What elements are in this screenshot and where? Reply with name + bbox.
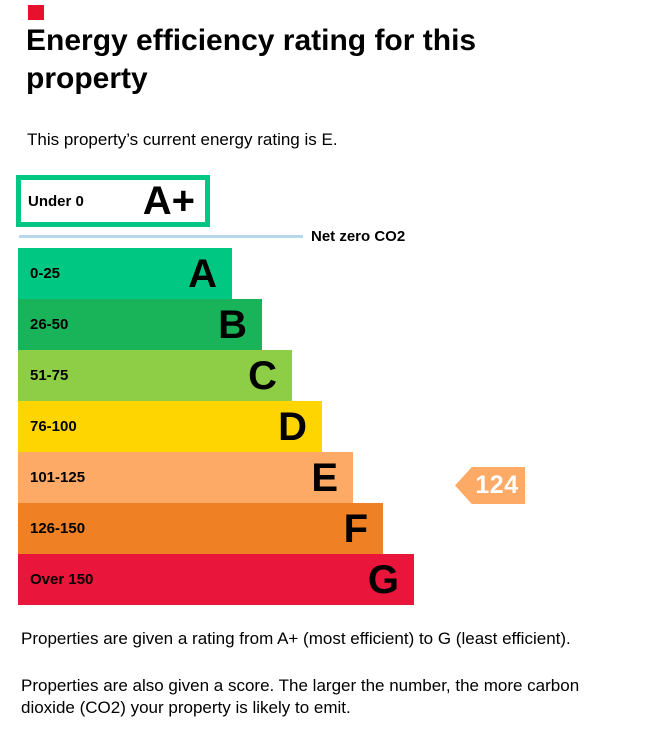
- band-range-label: 26-50: [30, 316, 69, 333]
- current-rating-summary: This property’s current energy rating is…: [27, 130, 338, 149]
- band-row-a-plus: Under 0 A+: [16, 175, 210, 227]
- band-range-label: Over 150: [30, 571, 94, 588]
- band-letter: D: [278, 404, 307, 449]
- band-letter: B: [218, 302, 247, 347]
- net-zero-label: Net zero CO2: [311, 228, 406, 245]
- band-row-f: 126-150 F: [18, 503, 383, 554]
- band-letter: G: [367, 557, 399, 602]
- band-range-label: 51-75: [30, 367, 69, 384]
- band-range-label: 76-100: [30, 418, 77, 435]
- band-row-b: 26-50 B: [18, 299, 262, 350]
- band-letter: F: [343, 506, 368, 551]
- current-score-value: 124: [475, 471, 519, 499]
- band-letter: A: [188, 251, 217, 296]
- red-square-marker: [28, 5, 44, 20]
- net-zero-line: [19, 235, 303, 238]
- band-range-label: 126-150: [30, 520, 86, 537]
- footer-paragraph-rating: Properties are given a rating from A+ (m…: [21, 629, 571, 648]
- band-row-c: 51-75 C: [18, 350, 292, 401]
- epc-chart: Under 0 A+ Net zero CO2 0-25 A 26-50 B 5…: [16, 175, 525, 605]
- band-range-label: 101-125: [30, 469, 86, 486]
- band-letter: E: [311, 455, 338, 500]
- band-row-a: 0-25 A: [18, 248, 232, 299]
- rating-bands: 0-25 A 26-50 B 51-75 C 76-100 D 101-125 …: [18, 248, 414, 605]
- band-range-label: 0-25: [30, 265, 61, 282]
- footer-paragraph-score: Properties are also given a score. The l…: [21, 676, 580, 717]
- band-letter: A+: [142, 179, 195, 223]
- band-range-label: Under 0: [28, 192, 84, 210]
- band-row-g: Over 150 G: [18, 554, 414, 605]
- page-title: Energy efficiency rating for this proper…: [26, 24, 477, 95]
- band-row-d: 76-100 D: [18, 401, 322, 452]
- band-row-e: 101-125 E: [18, 452, 353, 503]
- current-score-arrow: 124: [455, 467, 525, 504]
- band-letter: C: [248, 353, 277, 398]
